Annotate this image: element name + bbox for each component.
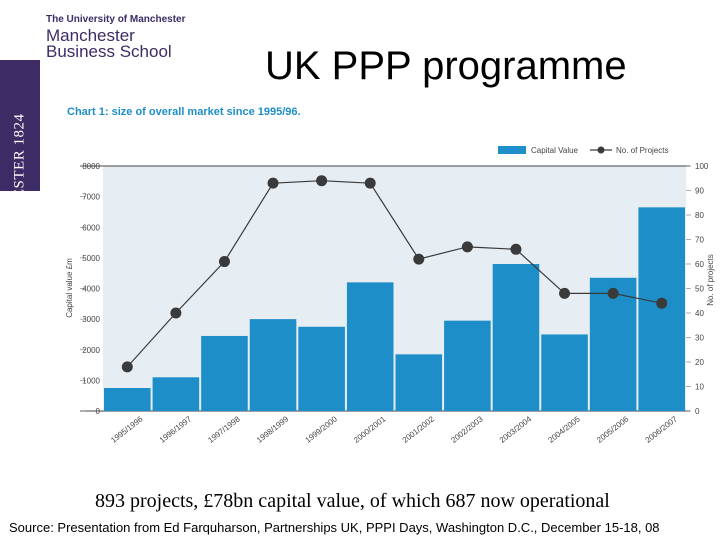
summary-text: 893 projects, £78bn capital value, of wh…: [95, 490, 610, 512]
projects-point: [121, 361, 133, 373]
x-tick-label: 2001/2002: [401, 414, 437, 445]
school-name-line2: Business School: [46, 42, 172, 61]
capital-value-bar: [346, 282, 394, 411]
projects-point: [656, 297, 668, 309]
capital-value-bar: [444, 320, 491, 411]
y-tick-label: 1000: [82, 376, 100, 385]
y-axis-label: Capital value £m: [65, 258, 74, 318]
y-tick-label: 8000: [82, 162, 100, 171]
capital-value-bar: [492, 264, 540, 411]
projects-point: [461, 241, 473, 253]
y2-tick-label: 100: [695, 162, 709, 171]
capital-value-bar: [638, 207, 685, 411]
projects-point: [364, 177, 376, 189]
y-tick-label: 2000: [82, 346, 100, 355]
legend-line-label: No. of Projects: [616, 146, 668, 155]
y-tick-label: 7000: [82, 193, 100, 202]
x-tick-label: 1997/1998: [206, 414, 242, 445]
capital-value-bar: [249, 319, 297, 411]
legend-bar-label: Capital Value: [531, 146, 579, 155]
y2-tick-label: 70: [695, 236, 704, 245]
x-tick-label: 1995/1996: [109, 414, 145, 445]
y2-tick-label: 20: [695, 358, 704, 367]
legend-line-marker: [597, 146, 605, 154]
y2-tick-label: 90: [695, 187, 704, 196]
capital-value-bar: [104, 388, 151, 411]
y2-tick-label: 30: [695, 334, 704, 343]
y-tick-label: 6000: [82, 223, 100, 232]
y2-tick-label: 40: [695, 309, 704, 318]
capital-value-bar: [589, 277, 637, 411]
x-tick-label: 2006/2007: [644, 414, 680, 445]
capital-value-bar: [395, 354, 443, 411]
manchester-logo: MANCHESTER 1824: [0, 60, 40, 256]
y2-tick-label: 80: [695, 211, 704, 220]
y2-tick-label: 60: [695, 260, 704, 269]
y-tick-label: 5000: [82, 254, 100, 263]
x-tick-label: 2002/2003: [449, 414, 485, 445]
y2-tick-label: 50: [695, 285, 704, 294]
y2-tick-label: 0: [695, 407, 700, 416]
capital-value-bar: [298, 326, 345, 411]
projects-point: [607, 287, 619, 299]
capital-value-bar: [152, 377, 200, 411]
capital-value-bar: [541, 334, 588, 411]
projects-point: [218, 256, 230, 268]
x-tick-label: 2004/2005: [546, 414, 582, 445]
y2-tick-label: 10: [695, 383, 704, 392]
legend-bar-swatch: [498, 146, 526, 154]
university-name: The University of Manchester: [46, 14, 186, 25]
plot-area: [103, 166, 686, 411]
x-tick-label: 1998/1999: [255, 414, 291, 445]
x-tick-label: 1996/1997: [158, 414, 194, 445]
projects-series-line: [126, 180, 662, 368]
projects-point: [413, 253, 425, 265]
source-text: Source: Presentation from Ed Farquharson…: [9, 520, 660, 535]
x-tick-label: 1999/2000: [304, 414, 340, 445]
y-tick-label: 4000: [82, 285, 100, 294]
capital-value-bar: [201, 335, 248, 411]
x-tick-label: 2003/2004: [498, 414, 534, 445]
x-tick-label: 2000/2001: [352, 414, 388, 445]
y-tick-label: 0: [96, 407, 101, 416]
slide-title: UK PPP programme: [265, 44, 627, 88]
projects-point: [510, 243, 522, 255]
projects-point: [170, 307, 182, 319]
projects-point: [267, 177, 279, 189]
x-tick-label: 2005/2006: [595, 414, 631, 445]
chart-caption: Chart 1: size of overall market since 19…: [67, 106, 301, 118]
school-name-line1: Manchester: [46, 26, 135, 45]
legend: Capital Value No. of Projects: [498, 146, 668, 155]
projects-point: [559, 287, 571, 299]
projects-point: [316, 175, 328, 187]
y2-axis-label: No. of projects: [706, 254, 715, 306]
y-tick-label: 3000: [82, 315, 100, 324]
